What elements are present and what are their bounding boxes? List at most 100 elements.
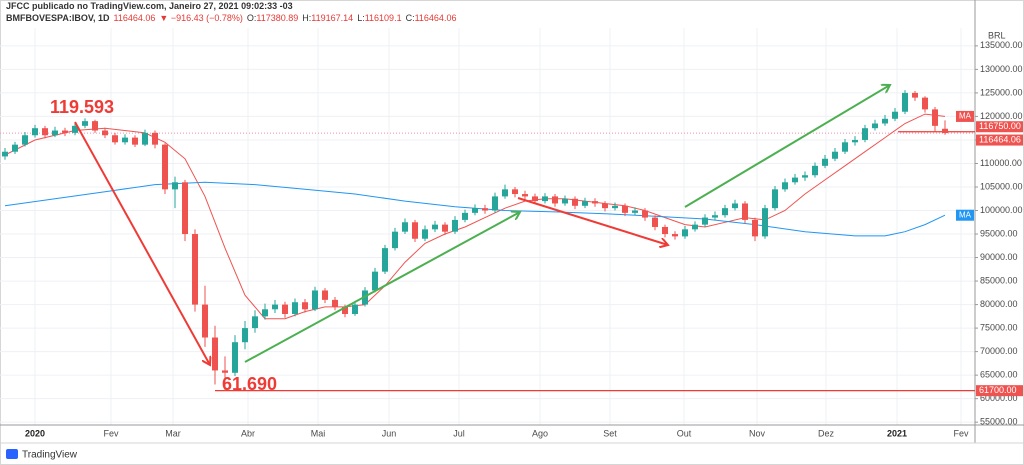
y-tick-label: 95000.00: [980, 228, 1018, 238]
candle-body: [332, 299, 338, 307]
x-tick-label: Ago: [532, 428, 548, 438]
candle-body: [442, 224, 448, 232]
x-tick-label: Mar: [165, 428, 181, 438]
y-tick-label: 110000.00: [980, 158, 1022, 168]
candle-body: [392, 231, 398, 249]
y-tick-label: 85000.00: [980, 275, 1018, 285]
candle-body: [842, 142, 848, 152]
arrows: [74, 85, 890, 365]
candle-body: [582, 201, 588, 206]
candle-body: [12, 144, 18, 152]
candle-body: [92, 121, 98, 131]
candle-body: [302, 302, 308, 310]
candle-body: [762, 208, 768, 237]
candle-body: [32, 128, 38, 136]
x-tick-label: Nov: [749, 428, 766, 438]
candle-body: [62, 130, 68, 133]
arrow: [74, 121, 210, 365]
candle-body: [642, 210, 648, 218]
y-tick-label: 130000.00: [980, 64, 1023, 74]
candle-body: [292, 302, 298, 314]
candle-body: [732, 203, 738, 209]
candle-body: [202, 304, 208, 338]
candle-body: [22, 135, 28, 145]
candle-body: [662, 226, 668, 235]
price-label-box: [976, 121, 1023, 133]
x-tick-label: Set: [603, 428, 617, 438]
candle-body: [882, 118, 888, 124]
candle-body: [532, 196, 538, 202]
x-tick-label: Jun: [382, 428, 397, 438]
candle-body: [782, 182, 788, 190]
x-tick-label: 2021: [887, 428, 907, 438]
x-tick-label: Dez: [818, 428, 835, 438]
candle-body: [572, 198, 578, 206]
candle-body: [112, 135, 118, 143]
candle-body: [922, 97, 928, 110]
h-label: H:: [302, 13, 311, 23]
overlay: 116750.00 116464.06 61700.00 MA MA 119.593 61.…: [50, 97, 1023, 397]
grid: 55000.00 60000.00 65000.00 70000.00 75000.00…: [0, 0, 1024, 444]
y-tick-label: 125000.00: [980, 87, 1023, 97]
candle-body: [232, 342, 238, 373]
candle-body: [592, 201, 598, 204]
candle-body: [482, 208, 488, 211]
candle-body: [492, 196, 498, 211]
candle-body: [42, 128, 48, 136]
candle-body: [752, 219, 758, 237]
y-tick-label: 80000.00: [980, 299, 1018, 309]
candle-body: [742, 203, 748, 220]
publish-line: JFCC publicado no TradingView.com, Janei…: [6, 1, 293, 11]
candle-body: [722, 208, 728, 216]
c-value: 116464.06: [415, 13, 457, 23]
publish-text: JFCC publicado no TradingView.com, Janei…: [6, 1, 293, 11]
candle-body: [612, 205, 618, 209]
o-label: O:: [247, 13, 257, 23]
candle-body: [932, 109, 938, 126]
candle-body: [272, 304, 278, 310]
candle-body: [312, 290, 318, 310]
arrow: [517, 197, 668, 245]
candle-body: [382, 248, 388, 272]
candle-body: [552, 196, 558, 204]
l-value: 116109.1: [365, 13, 402, 23]
candle-body: [942, 128, 948, 134]
candle-body: [342, 306, 348, 314]
candle-body: [622, 205, 628, 213]
change: ▼ −916.43 (−0.78%): [159, 13, 242, 23]
arrow: [244, 212, 520, 363]
candle-body: [892, 111, 898, 119]
symbol-line: BMFBOVESPA:IBOV, 1D 116464.06 ▼ −916.43 (−…: [6, 13, 456, 23]
y-tick-label: 135000.00: [980, 40, 1023, 50]
candle-body: [902, 92, 908, 112]
arrow: [684, 85, 890, 208]
y-tick-label: 55000.00: [980, 417, 1018, 427]
candle-body: [52, 130, 58, 136]
x-tick-label: Abr: [241, 428, 255, 438]
candle-body: [792, 177, 798, 183]
candle-body: [472, 208, 478, 213]
candle-body: [832, 151, 838, 159]
price-label: 116750.00: [979, 121, 1021, 131]
candle-body: [692, 224, 698, 230]
candle-body: [432, 224, 438, 230]
candle-body: [502, 189, 508, 197]
candle-body: [172, 182, 178, 190]
candle-body: [822, 158, 828, 166]
ma-label-box: [956, 209, 974, 221]
candle-body: [372, 271, 378, 291]
candle-body: [162, 144, 168, 190]
candle-body: [252, 316, 258, 329]
candle-body: [2, 151, 8, 157]
x-tick-label: Jul: [453, 428, 465, 438]
plot: [0, 90, 975, 392]
candle-body: [862, 128, 868, 140]
price-label-box: [976, 134, 1023, 146]
candle-body: [452, 219, 458, 232]
l-label: L:: [357, 13, 365, 23]
candle-body: [142, 132, 148, 145]
x-tick-label: Mai: [311, 428, 326, 438]
candle-body: [212, 337, 218, 371]
